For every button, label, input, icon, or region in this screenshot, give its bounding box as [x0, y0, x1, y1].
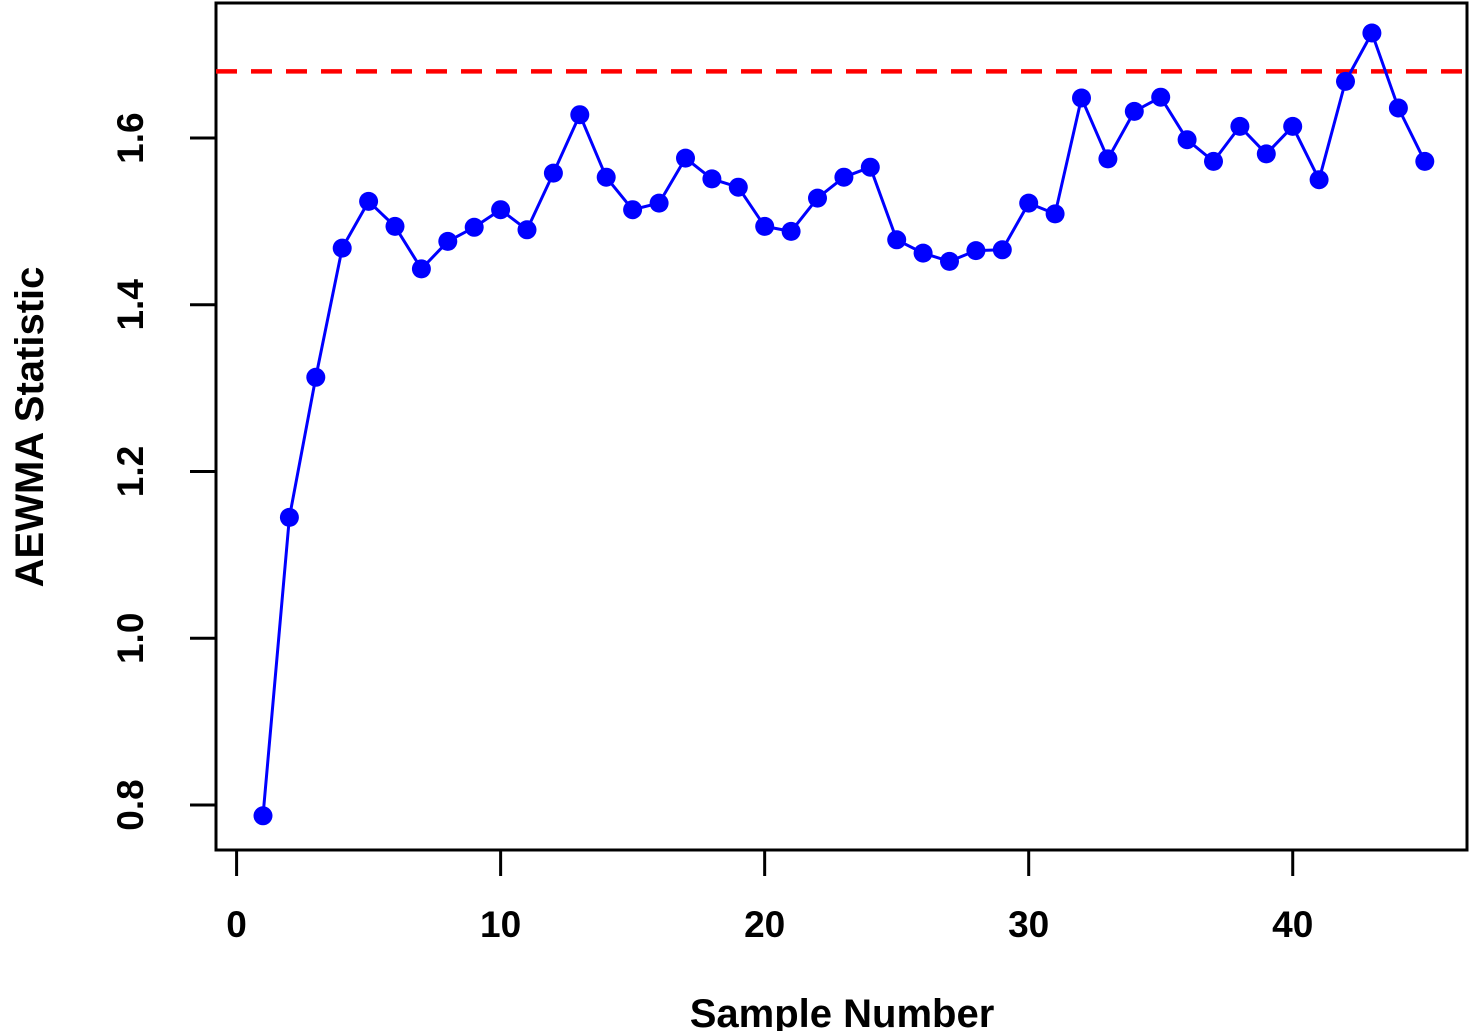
data-point [1309, 170, 1329, 190]
data-point [279, 507, 299, 527]
data-point [253, 806, 273, 826]
data-point [1283, 116, 1303, 136]
data-series [253, 23, 1435, 826]
data-point [543, 163, 563, 183]
data-point [1177, 130, 1197, 150]
data-point [1045, 204, 1065, 224]
data-point [491, 200, 511, 220]
data-point [570, 105, 590, 125]
data-point [781, 221, 801, 241]
data-point [1362, 23, 1382, 43]
data-point [306, 367, 326, 387]
x-tick-label: 40 [1272, 904, 1313, 945]
data-point [1151, 87, 1171, 107]
y-tick-label: 1.4 [110, 279, 151, 331]
x-tick-label: 20 [744, 904, 785, 945]
data-point [649, 193, 669, 213]
data-point [359, 191, 379, 211]
data-point [755, 216, 775, 236]
data-point [596, 167, 616, 187]
x-tick-label: 0 [226, 904, 247, 945]
x-axis-title: Sample Number [690, 992, 995, 1031]
data-point [808, 188, 827, 208]
data-point [676, 148, 695, 168]
data-point [966, 241, 986, 261]
data-point [1415, 151, 1435, 171]
data-point [860, 157, 880, 177]
data-point [1204, 151, 1223, 171]
data-point [1336, 71, 1355, 91]
data-point [1124, 101, 1144, 121]
data-point [834, 167, 854, 187]
y-tick-label: 1.2 [110, 446, 151, 497]
data-point [702, 169, 722, 189]
data-point [411, 259, 431, 279]
data-point [623, 200, 643, 220]
x-tick-label: 10 [480, 904, 521, 945]
data-point [385, 216, 405, 236]
plot-border [214, 1, 1469, 852]
data-point [728, 177, 748, 197]
y-tick-label: 1.0 [110, 613, 151, 664]
y-axis-title: AEWMA Statistic [8, 267, 52, 588]
axes: 0 10 20 30 40 0.8 1.0 1.2 1.4 1.6 [110, 112, 1313, 945]
data-point [992, 240, 1012, 260]
data-point [332, 238, 352, 258]
data-point [1388, 98, 1408, 118]
data-point [438, 231, 458, 251]
data-point [517, 220, 537, 240]
data-point [464, 217, 484, 237]
data-point [1098, 149, 1118, 169]
data-point [1256, 144, 1276, 164]
data-point [1230, 116, 1250, 136]
x-tick-label: 30 [1008, 904, 1049, 945]
y-tick-label: 1.6 [110, 112, 151, 163]
data-point [1019, 193, 1039, 213]
y-tick-label: 0.8 [110, 779, 151, 830]
data-point [1072, 88, 1091, 108]
data-point [887, 230, 907, 250]
data-point [940, 251, 959, 271]
data-point [913, 243, 933, 263]
series-line [261, 31, 1427, 818]
